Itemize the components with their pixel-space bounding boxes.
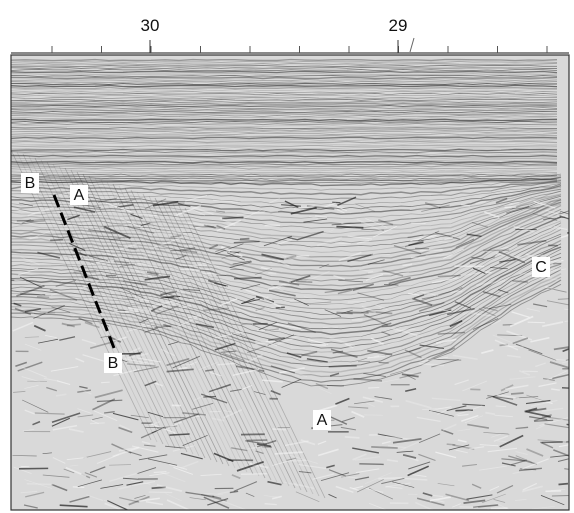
noise-stroke (21, 466, 30, 467)
noise-stroke (310, 345, 326, 346)
annotation: B (21, 173, 39, 193)
noise-stroke (291, 461, 307, 462)
reflector (11, 61, 557, 62)
noise-stroke (37, 297, 49, 298)
noise-stroke (240, 239, 249, 240)
noise-stroke (181, 270, 200, 271)
noise-stroke (359, 464, 383, 465)
noise-stroke (542, 442, 563, 443)
annotation-text: B (108, 355, 119, 372)
noise-stroke (117, 310, 125, 311)
reflector (11, 77, 557, 78)
noise-stroke (154, 472, 167, 473)
shotpoint-label: 30 (141, 16, 160, 35)
noise-stroke (559, 484, 569, 485)
noise-stroke (571, 349, 574, 357)
noise-stroke (50, 240, 63, 241)
noise-stroke (378, 478, 402, 479)
noise-stroke (411, 258, 425, 259)
noise-stroke (241, 474, 267, 475)
noise-stroke (566, 441, 574, 442)
annotation: B (104, 353, 122, 373)
noise-stroke (296, 281, 312, 282)
reflector (11, 103, 557, 104)
noise-stroke (27, 484, 54, 485)
noise-stroke (332, 202, 340, 203)
annotation: A (70, 185, 88, 205)
noise-stroke (348, 302, 367, 303)
annotation-text: B (25, 175, 36, 192)
noise-stroke (137, 253, 156, 254)
noise-stroke (345, 437, 360, 438)
noise-stroke (403, 265, 413, 266)
noise-stroke (511, 393, 524, 394)
noise-stroke (27, 221, 45, 222)
shotpoint-label: 29 (389, 16, 408, 35)
noise-stroke (570, 294, 574, 300)
tick-mark (410, 38, 414, 52)
noise-stroke (268, 273, 276, 274)
noise-stroke (265, 504, 277, 505)
noise-stroke (368, 387, 379, 388)
top-ticks (52, 46, 547, 53)
noise-stroke (528, 322, 545, 323)
noise-stroke (426, 255, 453, 256)
noise-stroke (190, 300, 210, 301)
annotation: C (532, 257, 550, 277)
noise-stroke (545, 491, 561, 492)
noise-stroke (570, 278, 574, 288)
noise-stroke (114, 311, 139, 312)
noise-stroke (447, 444, 456, 445)
noise-stroke (371, 447, 398, 448)
annotation-text: A (74, 187, 85, 204)
noise-stroke (234, 278, 262, 279)
noise-stroke (337, 313, 353, 314)
noise-stroke (180, 265, 207, 266)
noise-stroke (570, 436, 574, 437)
noise-stroke (101, 382, 110, 383)
noise-stroke (411, 223, 425, 224)
noise-stroke (222, 217, 243, 218)
noise-stroke (570, 361, 574, 363)
annotation: A (313, 410, 331, 430)
seismic-figure: 30 29 B A B A C (0, 0, 574, 513)
noise-stroke (420, 250, 443, 251)
noise-stroke (336, 227, 363, 228)
noise-stroke (273, 429, 287, 430)
noise-stroke (67, 324, 81, 325)
annotation-text: A (317, 412, 328, 429)
annotation-text: C (535, 259, 547, 276)
noise-stroke (553, 263, 561, 264)
